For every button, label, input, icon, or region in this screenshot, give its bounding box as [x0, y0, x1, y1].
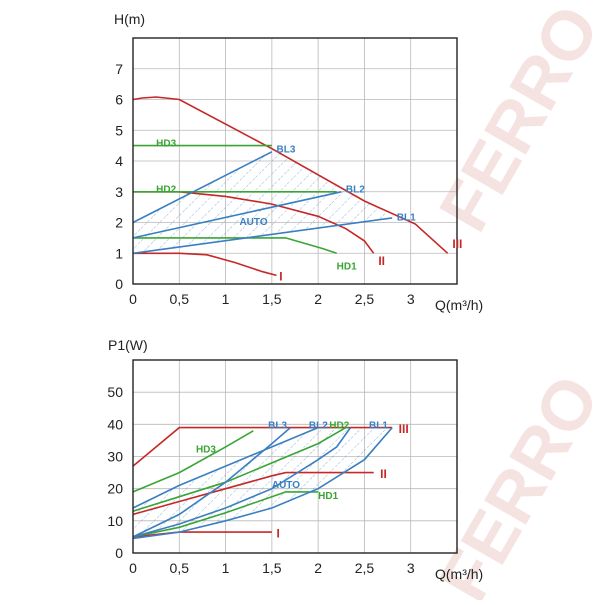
label-i: I	[276, 527, 279, 541]
x-tick-label: 2,5	[355, 291, 375, 307]
x-tick-label: 2,5	[355, 560, 375, 576]
label-ii: II	[380, 467, 387, 481]
auto-shaded-region	[133, 148, 393, 254]
y-tick-label: 40	[107, 416, 123, 432]
x-tick-label: 2	[314, 560, 322, 576]
auto-shaded-region	[133, 427, 393, 539]
series-bl3-line	[132, 426, 291, 538]
label-bl2: BL2	[346, 185, 365, 196]
y-tick-label: 50	[107, 384, 123, 400]
y-tick-label: 10	[107, 513, 123, 529]
y-tick-label: 2	[115, 215, 123, 231]
y-axis-title: H(m)	[114, 11, 145, 27]
label-hd1: HD1	[337, 262, 357, 273]
label-bl1: BL1	[369, 420, 388, 431]
head-chart: 0 0,5 1 1,5 2 2,5 301234567H(m)Q(m³/h)IIIIIIHD…	[114, 11, 483, 313]
label-iii: III	[452, 237, 462, 251]
x-axis-title: Q(m³/h)	[435, 297, 483, 313]
series-iii-line	[132, 426, 393, 467]
x-tick-label: 2	[314, 291, 322, 307]
label-ii: II	[378, 254, 385, 268]
label-auto: AUTO	[272, 480, 300, 491]
label-hd1: HD1	[318, 491, 338, 502]
series-iii-line	[132, 96, 449, 254]
x-tick-label: 1	[222, 560, 230, 576]
label-iii: III	[399, 422, 409, 436]
x-tick-label: 1	[222, 291, 230, 307]
series-bl-upper-line	[132, 426, 319, 509]
x-tick-label: 3	[407, 291, 415, 307]
y-tick-label: 0	[115, 545, 123, 561]
watermark-text: FERRO	[424, 362, 600, 600]
series-bl1-line	[132, 217, 393, 255]
label-i: I	[279, 269, 282, 283]
y-tick-label: 7	[115, 61, 123, 77]
series-hd3-line	[132, 430, 254, 493]
series-hd2-line	[132, 426, 347, 512]
y-axis-title: P1(W)	[108, 337, 148, 353]
y-tick-label: 20	[107, 481, 123, 497]
series-ii-line	[132, 471, 374, 516]
x-tick-label: 1,5	[262, 291, 282, 307]
series-bl2-line	[132, 191, 342, 239]
x-tick-label: 1,5	[262, 560, 282, 576]
series-hd1-line	[133, 237, 337, 255]
plot-frame	[132, 359, 458, 554]
x-tick-label: 0	[129, 560, 137, 576]
series-hd1-line	[132, 491, 319, 538]
label-bl2: BL2	[309, 420, 328, 431]
x-tick-label: 0,5	[170, 560, 190, 576]
power-chart: 0 0,5 1 1,5 2 2,5 301020304050P1(W)Q(m³/h)IIII…	[107, 337, 483, 582]
y-tick-label: 1	[115, 245, 123, 261]
label-hd2: HD2	[156, 185, 176, 196]
x-tick-label: 0,5	[170, 291, 190, 307]
plot-frame	[132, 37, 458, 285]
series-bl1-line	[132, 427, 393, 540]
series-bl2-line	[132, 427, 352, 538]
series-i-line	[133, 252, 277, 277]
x-axis-title: Q(m³/h)	[435, 566, 483, 582]
y-tick-label: 30	[107, 449, 123, 465]
y-tick-label: 6	[115, 92, 123, 108]
label-hd3: HD3	[196, 444, 216, 455]
label-hd2: HD2	[329, 420, 349, 431]
series-bl3-line	[132, 151, 273, 224]
x-tick-label: 3	[407, 560, 415, 576]
y-tick-label: 5	[115, 122, 123, 138]
label-hd3: HD3	[156, 139, 176, 150]
label-bl3: BL3	[268, 420, 287, 431]
label-bl1: BL1	[397, 212, 416, 223]
watermark-text: FERRO	[424, 0, 600, 244]
y-tick-label: 4	[115, 153, 123, 169]
y-tick-label: 3	[115, 184, 123, 200]
label-auto: AUTO	[239, 217, 267, 228]
label-bl3: BL3	[276, 145, 295, 156]
y-tick-label: 0	[115, 276, 123, 292]
x-tick-label: 0	[129, 291, 137, 307]
